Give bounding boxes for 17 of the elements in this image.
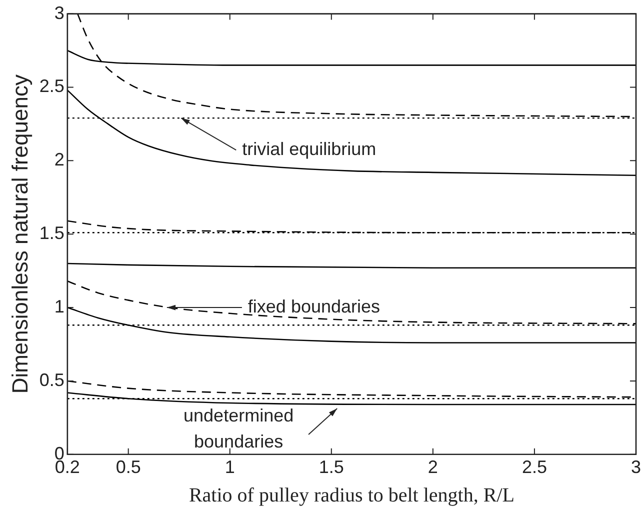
y-tick-label: 1 [54,296,64,316]
y-axis-title: Dimensionless natural frequency [7,74,32,394]
y-tick-label: 1.5 [39,223,64,244]
y-tick-label: 0.5 [39,370,64,390]
x-tick-label: 3 [630,457,641,478]
x-tick-label: 1 [224,457,235,478]
y-tick-label: 2 [54,150,64,170]
y-tick-label: 3 [54,2,64,23]
annotation: undetermined boundaries [184,405,294,452]
x-tick-label: 0.5 [116,457,141,478]
x-tick-label: 2 [428,457,438,478]
annotation: fixed boundaries [248,296,380,316]
y-tick-label: 2.5 [39,76,64,96]
x-tick-label: 1.5 [318,457,344,478]
annotation: trivial equilibrium [242,139,376,160]
x-tick-label: 2.5 [522,457,547,478]
x-axis-title: Ratio of pulley radius to belt length, R/L [188,484,514,506]
